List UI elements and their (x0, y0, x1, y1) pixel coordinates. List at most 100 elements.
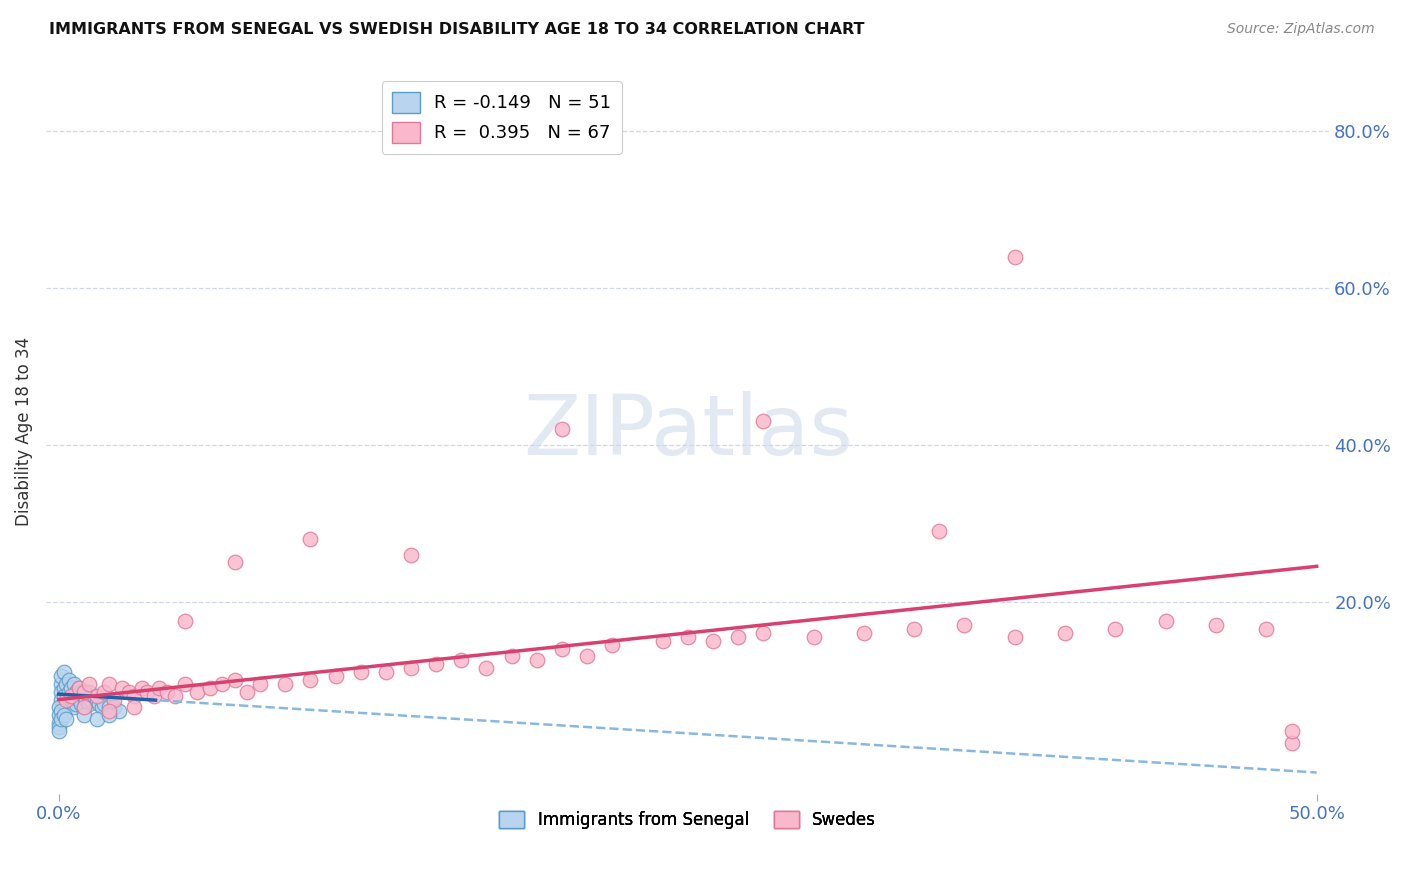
Point (63, 689, 86, 703)
Point (551, 641, 574, 656)
Point (274, 677, 297, 691)
Point (67, 681, 90, 695)
Point (425, 657, 447, 672)
Point (1004, 630, 1026, 644)
Point (55, 700, 77, 714)
Point (67, 692, 90, 706)
Point (111, 681, 134, 695)
Point (399, 661, 422, 675)
Point (55, 712, 77, 726)
Y-axis label: Disability Age 18 to 34: Disability Age 18 to 34 (15, 336, 32, 525)
Point (103, 692, 125, 706)
Point (55, 692, 77, 706)
Point (325, 669, 347, 683)
Point (52, 681, 75, 695)
Point (374, 665, 396, 680)
Point (224, 556, 246, 570)
Point (51, 704, 73, 718)
Point (80, 692, 103, 706)
Point (1104, 622, 1126, 636)
Text: Source: ZipAtlas.com: Source: ZipAtlas.com (1227, 22, 1375, 37)
Point (173, 614, 195, 628)
Point (73, 708, 96, 723)
Point (60, 689, 83, 703)
Point (60, 692, 83, 706)
Point (63, 700, 86, 714)
Legend: Immigrants from Senegal, Swedes: Immigrants from Senegal, Swedes (492, 805, 883, 836)
Point (73, 700, 96, 714)
Point (65, 697, 87, 711)
Point (143, 689, 166, 703)
Point (163, 689, 186, 703)
Point (65, 685, 87, 699)
Point (526, 653, 548, 667)
Point (651, 633, 673, 648)
Point (77, 697, 100, 711)
Point (953, 618, 976, 632)
Point (55, 692, 77, 706)
Point (299, 532, 322, 546)
Point (249, 677, 271, 691)
Point (702, 633, 724, 648)
Point (48, 708, 70, 723)
Point (90, 700, 112, 714)
Point (173, 677, 195, 691)
Point (52, 665, 75, 680)
Point (77, 677, 100, 691)
Point (51, 692, 73, 706)
Point (299, 673, 322, 687)
Point (93, 697, 115, 711)
Point (752, 414, 775, 428)
Point (70, 697, 93, 711)
Point (475, 661, 498, 675)
Point (58, 685, 80, 699)
Point (118, 685, 141, 699)
Point (98, 704, 121, 718)
Point (87, 697, 110, 711)
Point (98, 700, 121, 714)
Point (198, 681, 221, 695)
Point (52, 697, 75, 711)
Point (852, 626, 875, 640)
Point (48, 720, 70, 734)
Point (55, 677, 77, 691)
Point (135, 685, 157, 699)
Point (60, 681, 83, 695)
Point (1004, 250, 1026, 264)
Point (1256, 622, 1278, 636)
Point (58, 673, 80, 687)
Point (86, 692, 108, 706)
Point (551, 422, 574, 436)
Point (103, 700, 125, 714)
Point (52, 689, 75, 703)
Point (48, 716, 70, 731)
Point (1281, 723, 1303, 738)
Point (576, 649, 599, 664)
Point (70, 685, 93, 699)
Point (450, 653, 472, 667)
Point (63, 677, 86, 691)
Point (77, 685, 100, 699)
Point (1154, 614, 1177, 628)
Point (86, 689, 108, 703)
Point (903, 622, 925, 636)
Point (51, 685, 73, 699)
Point (51, 677, 73, 691)
Point (98, 677, 121, 691)
Point (75, 692, 97, 706)
Point (399, 548, 422, 562)
Point (752, 626, 775, 640)
Point (73, 685, 96, 699)
Point (236, 685, 259, 699)
Text: IMMIGRANTS FROM SENEGAL VS SWEDISH DISABILITY AGE 18 TO 34 CORRELATION CHART: IMMIGRANTS FROM SENEGAL VS SWEDISH DISAB… (49, 22, 865, 37)
Point (67, 681, 90, 695)
Point (73, 700, 96, 714)
Point (93, 685, 115, 699)
Point (600, 638, 623, 652)
Text: ZIPatlas: ZIPatlas (523, 391, 852, 472)
Point (350, 665, 373, 680)
Point (928, 524, 950, 538)
Point (131, 681, 153, 695)
Point (48, 700, 70, 714)
Point (148, 681, 170, 695)
